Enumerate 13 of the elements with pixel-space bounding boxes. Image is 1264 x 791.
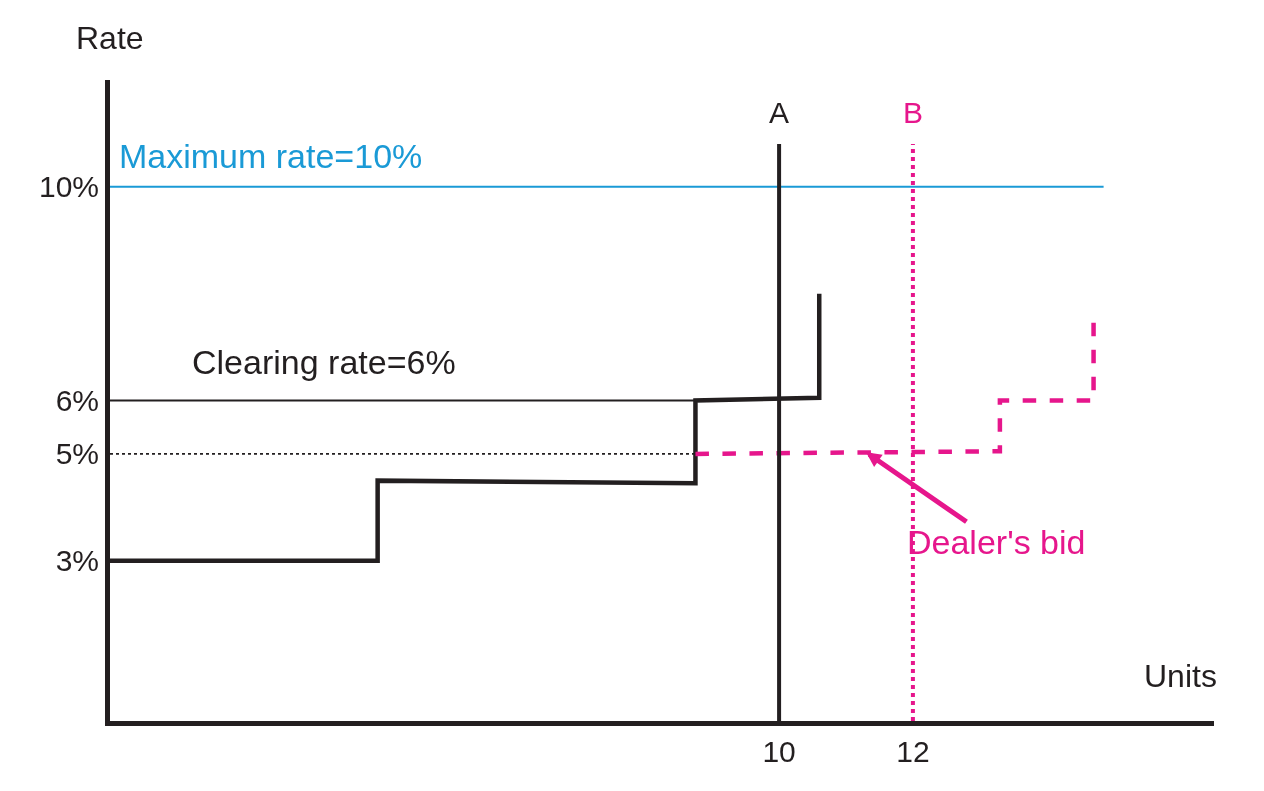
ref-line-label: B [903,96,924,129]
ref-line-label: A [769,96,790,129]
x-tick-label: 12 [896,735,930,768]
y-tick-label: 6% [55,384,99,417]
annotation: Clearing rate=6% [192,343,456,381]
ref-line-label: Maximum rate=10% [119,137,423,175]
y-tick-label: 5% [55,437,99,471]
annotation: Dealer's bid [907,523,1086,561]
x-axis-title: Units [1144,658,1217,694]
y-tick-label: 3% [55,544,99,578]
y-axis-title: Rate [76,20,144,56]
x-tick-label: 10 [762,735,796,768]
y-tick-label: 10% [38,170,99,204]
